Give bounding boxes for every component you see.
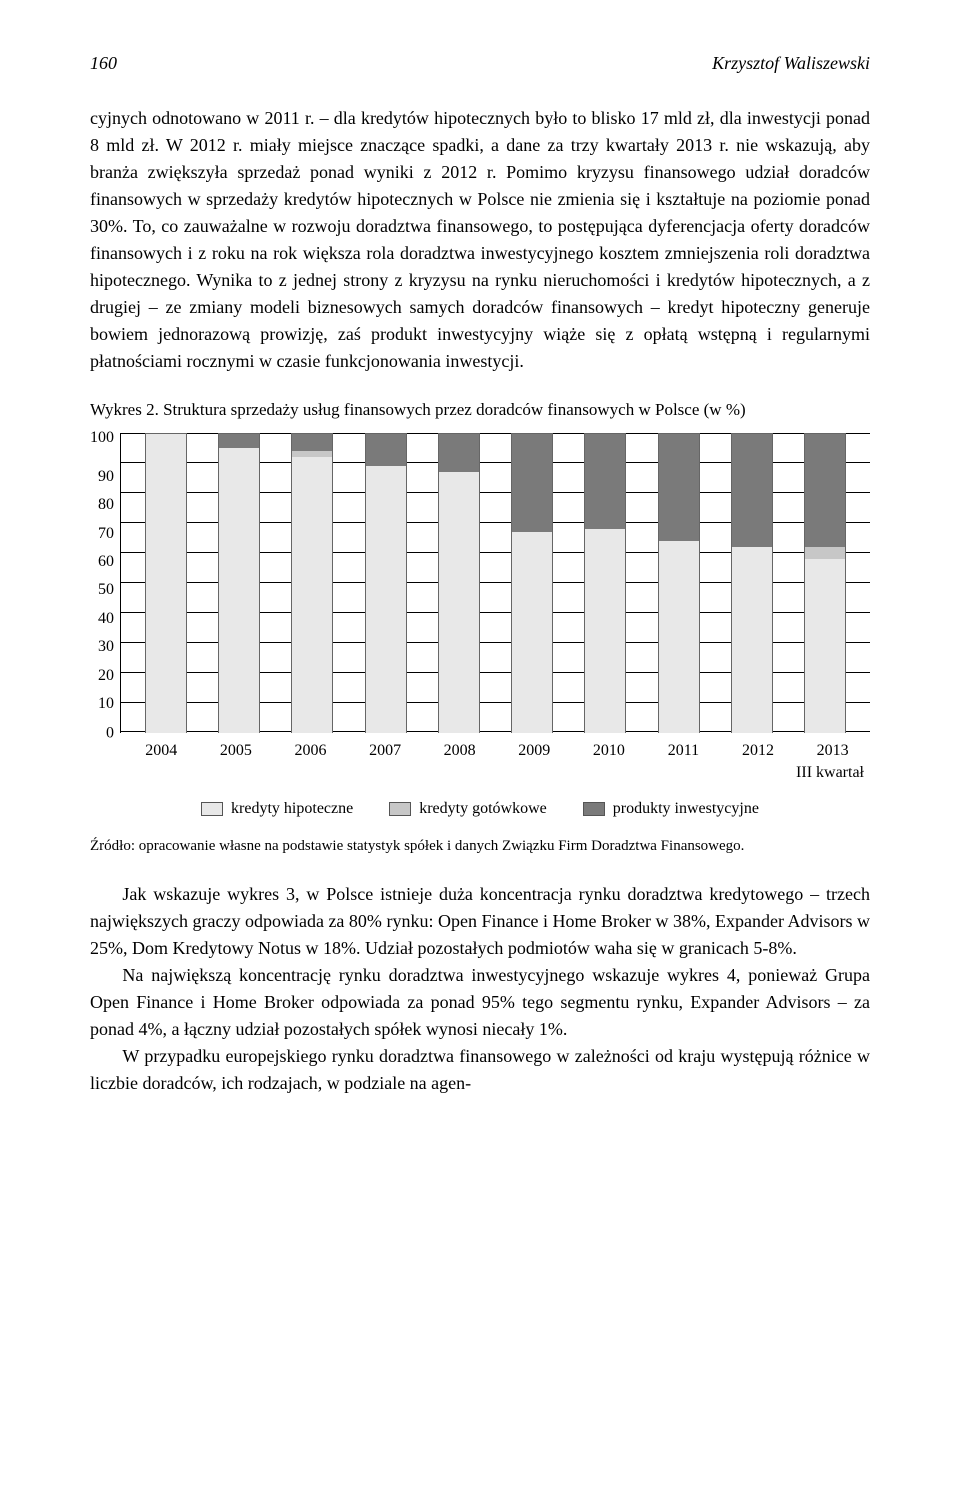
x-tick: 2004 xyxy=(131,739,191,763)
bar-column xyxy=(291,433,333,733)
paragraph-2: Jak wskazuje wykres 3, w Polsce istnieje… xyxy=(90,881,870,962)
legend-item-hip: kredyty hipoteczne xyxy=(201,797,353,821)
bar-column xyxy=(731,433,773,733)
x-tick: 2012 xyxy=(728,739,788,763)
x-tick: 2007 xyxy=(355,739,415,763)
x-axis-sublabel: III kwartał xyxy=(90,761,870,785)
bar-segment-hip xyxy=(146,434,186,733)
bar-segment-hip xyxy=(292,457,332,732)
y-axis: 1009080706050403020100 xyxy=(90,433,120,733)
y-tick: 100 xyxy=(90,429,114,445)
y-tick: 0 xyxy=(106,726,114,742)
y-tick: 50 xyxy=(98,582,114,598)
y-tick: 80 xyxy=(98,497,114,513)
body-text-bottom: Jak wskazuje wykres 3, w Polsce istnieje… xyxy=(90,881,870,1097)
x-tick: 2010 xyxy=(579,739,639,763)
bar-column xyxy=(145,433,187,733)
legend: kredyty hipoteczne kredyty gotówkowe pro… xyxy=(90,797,870,821)
x-tick: 2006 xyxy=(280,739,340,763)
x-tick: 2008 xyxy=(430,739,490,763)
x-axis: 2004 2005 2006 2007 2008 2009 2010 2011 2012 2013 xyxy=(90,739,870,763)
bar-segment-hip xyxy=(219,448,259,732)
y-tick: 90 xyxy=(98,469,114,485)
bar-segment-hip xyxy=(659,541,699,732)
body-text-top: cyjnych odnotowano w 2011 r. – dla kredy… xyxy=(90,105,870,375)
chart-area: 1009080706050403020100 xyxy=(90,433,870,733)
y-tick: 40 xyxy=(98,611,114,627)
bar-segment-inw xyxy=(292,434,332,452)
x-tick: 2013 xyxy=(803,739,863,763)
bar-segment-inw xyxy=(732,434,772,548)
x-tick: 2011 xyxy=(653,739,713,763)
paragraph-3: Na największą koncentrację rynku doradzt… xyxy=(90,962,870,1043)
x-tick: 2005 xyxy=(206,739,266,763)
bar-column xyxy=(365,433,407,733)
y-tick: 70 xyxy=(98,526,114,542)
paragraph-1: cyjnych odnotowano w 2011 r. – dla kredy… xyxy=(90,105,870,375)
bar-segment-inw xyxy=(512,434,552,533)
bar-column xyxy=(584,433,626,733)
legend-item-got: kredyty gotówkowe xyxy=(389,797,547,821)
bar-segment-hip xyxy=(512,532,552,732)
bar-column xyxy=(804,433,846,733)
y-tick: 20 xyxy=(98,668,114,684)
y-tick: 60 xyxy=(98,554,114,570)
legend-label-inw: produkty inwestycyjne xyxy=(613,797,759,821)
chart-title: Wykres 2. Struktura sprzedaży usług fina… xyxy=(90,397,870,423)
legend-swatch-inw xyxy=(583,802,605,816)
bar-segment-hip xyxy=(805,559,845,732)
page-author: Krzysztof Waliszewski xyxy=(712,50,870,77)
page-header: 160 Krzysztof Waliszewski xyxy=(90,50,870,77)
bar-segment-inw xyxy=(366,434,406,467)
bars-container xyxy=(121,433,870,733)
bar-segment-inw xyxy=(219,434,259,449)
legend-label-hip: kredyty hipoteczne xyxy=(231,797,353,821)
chart: 1009080706050403020100 20042005200620072… xyxy=(90,433,870,821)
bar-segment-got xyxy=(805,547,845,559)
page-number: 160 xyxy=(90,50,117,77)
x-tick: 2009 xyxy=(504,739,564,763)
legend-label-got: kredyty gotówkowe xyxy=(419,797,547,821)
legend-swatch-got xyxy=(389,802,411,816)
bar-segment-inw xyxy=(439,434,479,473)
bar-segment-inw xyxy=(659,434,699,542)
legend-swatch-hip xyxy=(201,802,223,816)
bar-segment-hip xyxy=(366,466,406,732)
paragraph-4: W przypadku europejskiego rynku doradztw… xyxy=(90,1043,870,1097)
bar-segment-inw xyxy=(805,434,845,548)
bar-column xyxy=(438,433,480,733)
chart-source: Źródło: opracowanie własne na podstawie … xyxy=(90,835,870,858)
y-tick: 30 xyxy=(98,639,114,655)
bar-segment-inw xyxy=(585,434,625,530)
bar-segment-hip xyxy=(439,472,479,732)
plot-area xyxy=(120,433,870,733)
bar-column xyxy=(658,433,700,733)
legend-item-inw: produkty inwestycyjne xyxy=(583,797,759,821)
bar-column xyxy=(511,433,553,733)
bar-segment-hip xyxy=(585,529,625,732)
y-tick: 10 xyxy=(98,696,114,712)
bar-column xyxy=(218,433,260,733)
bar-segment-hip xyxy=(732,547,772,732)
